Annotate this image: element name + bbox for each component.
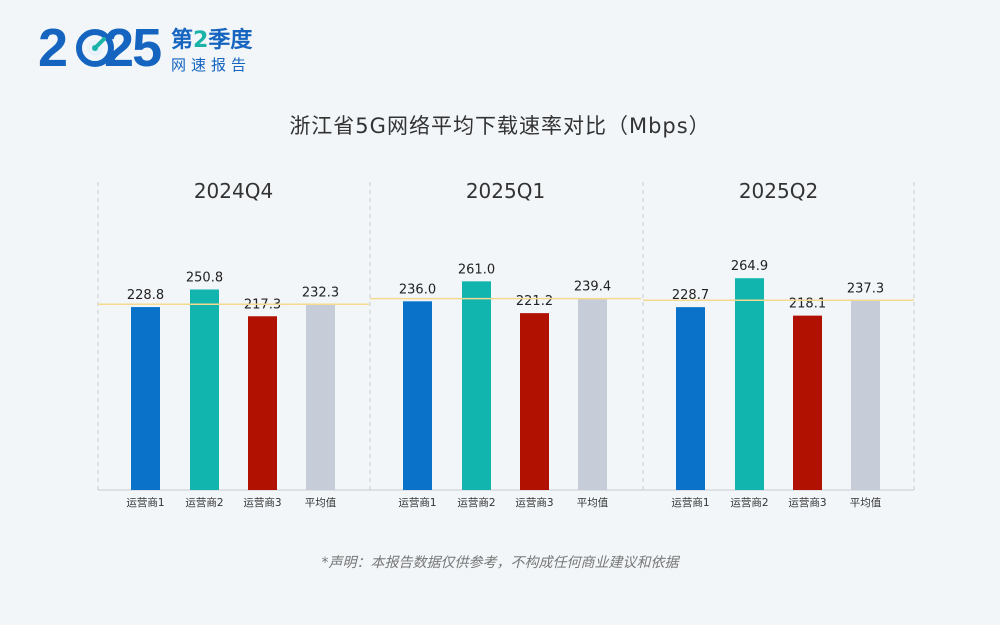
bar-2025Q2-4 xyxy=(851,300,880,490)
bar-2024Q4-3 xyxy=(248,316,277,490)
chart-title: 浙江省5G网络平均下载速率对比（Mbps） xyxy=(289,114,711,138)
value-label-2025Q1-2: 261.0 xyxy=(458,262,495,277)
logo-quarter-label: 第2季度 xyxy=(171,28,253,53)
value-label-2025Q2-4: 237.3 xyxy=(847,281,884,296)
category-label-2025Q1-2: 运营商2 xyxy=(457,496,495,509)
category-label-2025Q2-2: 运营商2 xyxy=(730,496,768,509)
bar-2025Q2-1 xyxy=(676,307,705,490)
value-label-2025Q1-3: 221.2 xyxy=(516,294,553,309)
report-logo: 2 25 第2季度 网速报告 xyxy=(38,18,298,80)
category-label-2025Q2-4: 平均值 xyxy=(850,496,882,509)
logo-subtitle: 网速报告 xyxy=(171,56,252,74)
category-label-2024Q4-4: 平均值 xyxy=(305,496,337,509)
logo-year-prefix: 2 xyxy=(38,18,68,78)
category-label-2024Q4-3: 运营商3 xyxy=(243,496,281,509)
disclaimer: *声明：本报告数据仅供参考，不构成任何商业建议和依据 xyxy=(321,555,679,571)
speedometer-icon xyxy=(76,29,114,67)
bar-2024Q4-2 xyxy=(190,289,219,490)
category-label-2024Q4-2: 运营商2 xyxy=(185,496,223,509)
value-label-2025Q1-1: 236.0 xyxy=(399,282,436,297)
value-label-2025Q1-4: 239.4 xyxy=(574,280,611,295)
category-label-2025Q1-1: 运营商1 xyxy=(398,496,436,509)
bar-2024Q4-4 xyxy=(306,304,335,490)
value-label-2025Q2-3: 218.1 xyxy=(789,297,826,312)
category-label-2024Q4-1: 运营商1 xyxy=(126,496,164,509)
group-title-2025Q2: 2025Q2 xyxy=(739,179,818,203)
category-label-2025Q1-4: 平均值 xyxy=(577,496,609,509)
bar-2025Q1-4 xyxy=(578,298,607,490)
value-label-2024Q4-1: 228.8 xyxy=(127,288,164,303)
category-label-2025Q2-1: 运营商1 xyxy=(671,496,709,509)
bar-2025Q1-1 xyxy=(403,301,432,490)
category-label-2025Q1-3: 运营商3 xyxy=(515,496,553,509)
category-label-2025Q2-3: 运营商3 xyxy=(788,496,826,509)
bar-2024Q4-1 xyxy=(131,307,160,490)
value-label-2024Q4-2: 250.8 xyxy=(186,270,223,285)
group-title-2025Q1: 2025Q1 xyxy=(466,179,545,203)
bar-2025Q2-2 xyxy=(735,278,764,490)
value-label-2025Q2-1: 228.7 xyxy=(672,288,709,303)
bar-2025Q2-3 xyxy=(793,315,822,490)
bar-2025Q1-3 xyxy=(520,313,549,490)
bar-2025Q1-2 xyxy=(462,281,491,490)
value-label-2024Q4-4: 232.3 xyxy=(302,285,339,300)
value-label-2025Q2-2: 264.9 xyxy=(731,259,768,274)
logo-year: 2 25 xyxy=(38,18,162,78)
group-title-2024Q4: 2024Q4 xyxy=(194,179,273,203)
